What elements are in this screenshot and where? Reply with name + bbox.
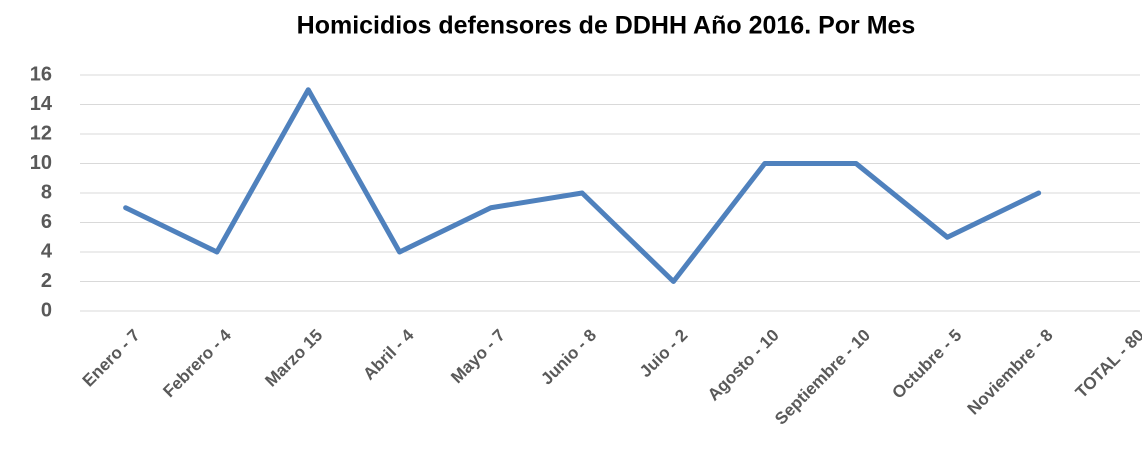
x-tick-label: Octubre - 5	[888, 326, 965, 403]
chart-title: Homicidios defensores de DDHH Año 2016. …	[297, 12, 916, 40]
x-tick-label: Juio - 2	[636, 326, 692, 382]
data-line	[123, 87, 1042, 284]
y-tick-label: 8	[41, 181, 52, 203]
x-tick-label: Junio - 8	[537, 326, 600, 389]
x-tick-label: Abril - 4	[359, 325, 418, 384]
x-tick-label: Febrero - 4	[159, 325, 235, 401]
x-tick-label: Agosto - 10	[704, 326, 783, 405]
y-tick-label: 0	[41, 299, 52, 321]
x-tick-label: Mayo - 7	[447, 326, 509, 388]
x-tick-label: Enero - 7	[79, 326, 144, 391]
y-tick-label: 6	[41, 211, 52, 233]
x-tick-label: Marzo 15	[261, 326, 326, 391]
x-tick-label: Noviembre - 8	[964, 326, 1057, 419]
x-tick-label: Septiembre - 10	[771, 326, 874, 429]
x-tick-label: TOTAL - 80	[1072, 326, 1142, 402]
y-tick-label: 14	[30, 93, 53, 115]
y-tick-label: 2	[41, 270, 52, 292]
y-tick-label: 10	[30, 152, 52, 174]
y-tick-label: 16	[30, 63, 52, 85]
y-tick-label: 4	[41, 240, 53, 262]
y-tick-label: 12	[30, 122, 52, 144]
